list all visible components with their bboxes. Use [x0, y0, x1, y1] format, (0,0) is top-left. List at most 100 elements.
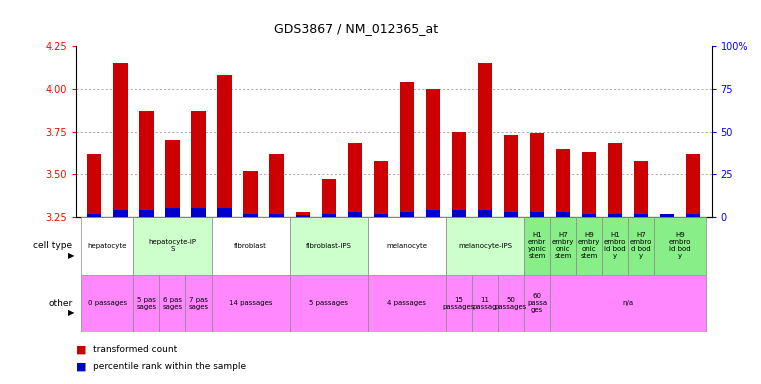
Bar: [186, 275, 212, 332]
Text: ▶: ▶: [68, 251, 75, 260]
Text: H7
embry
onic
stem: H7 embry onic stem: [552, 232, 575, 259]
Bar: [322, 214, 336, 217]
Bar: [472, 275, 498, 332]
Bar: [113, 63, 128, 217]
Bar: [582, 152, 597, 217]
Text: fibroblast-IPS: fibroblast-IPS: [306, 243, 352, 249]
Bar: [602, 217, 628, 275]
Text: 7 pas
sages: 7 pas sages: [189, 297, 209, 310]
Bar: [556, 149, 570, 217]
Text: GDS3867 / NM_012365_at: GDS3867 / NM_012365_at: [274, 22, 438, 35]
Text: n/a: n/a: [622, 300, 634, 306]
Bar: [504, 212, 518, 217]
Bar: [686, 154, 700, 217]
Text: hepatocyte: hepatocyte: [88, 243, 127, 249]
Text: ▶: ▶: [68, 308, 75, 318]
Bar: [452, 131, 466, 217]
Bar: [400, 82, 414, 217]
Bar: [368, 275, 446, 332]
Bar: [478, 63, 492, 217]
Bar: [244, 214, 258, 217]
Text: H1
embr
yonic
stem: H1 embr yonic stem: [527, 232, 546, 259]
Bar: [88, 154, 101, 217]
Bar: [295, 212, 310, 217]
Bar: [576, 217, 602, 275]
Text: 15
passages: 15 passages: [443, 297, 475, 310]
Bar: [530, 212, 544, 217]
Bar: [608, 214, 622, 217]
Bar: [550, 275, 706, 332]
Bar: [81, 275, 133, 332]
Text: melanocyte-IPS: melanocyte-IPS: [458, 243, 512, 249]
Text: 5 pas
sages: 5 pas sages: [136, 297, 157, 310]
Bar: [218, 75, 231, 217]
Text: 60
passa
ges: 60 passa ges: [527, 293, 547, 313]
Text: H1
embro
id bod
y: H1 embro id bod y: [604, 232, 626, 259]
Text: fibroblast: fibroblast: [234, 243, 267, 249]
Bar: [660, 214, 674, 217]
Text: 4 passages: 4 passages: [387, 300, 426, 306]
Text: ■: ■: [76, 362, 90, 372]
Bar: [139, 210, 154, 217]
Bar: [446, 275, 472, 332]
Bar: [498, 275, 524, 332]
Bar: [133, 217, 212, 275]
Bar: [556, 212, 570, 217]
Bar: [425, 89, 440, 217]
Bar: [550, 217, 576, 275]
Text: 5 passages: 5 passages: [309, 300, 349, 306]
Bar: [244, 171, 258, 217]
Text: 11
passag: 11 passag: [473, 297, 497, 310]
Bar: [218, 209, 231, 217]
Text: 14 passages: 14 passages: [229, 300, 272, 306]
Text: 50
passages: 50 passages: [495, 297, 527, 310]
Bar: [452, 210, 466, 217]
Bar: [191, 209, 205, 217]
Text: hepatocyte-iP
S: hepatocyte-iP S: [148, 239, 196, 252]
Bar: [212, 217, 290, 275]
Text: 0 passages: 0 passages: [88, 300, 127, 306]
Text: transformed count: transformed count: [93, 345, 177, 354]
Bar: [269, 154, 284, 217]
Bar: [582, 214, 597, 217]
Bar: [634, 214, 648, 217]
Bar: [634, 161, 648, 217]
Bar: [524, 275, 550, 332]
Bar: [290, 217, 368, 275]
Bar: [290, 275, 368, 332]
Bar: [81, 217, 133, 275]
Bar: [348, 144, 362, 217]
Text: ■: ■: [76, 344, 90, 354]
Bar: [524, 217, 550, 275]
Bar: [322, 179, 336, 217]
Bar: [368, 217, 446, 275]
Bar: [295, 215, 310, 217]
Bar: [165, 209, 180, 217]
Bar: [446, 217, 524, 275]
Text: H7
embro
d bod
y: H7 embro d bod y: [630, 232, 652, 259]
Bar: [348, 212, 362, 217]
Bar: [374, 161, 388, 217]
Bar: [269, 214, 284, 217]
Bar: [113, 210, 128, 217]
Bar: [608, 144, 622, 217]
Bar: [400, 212, 414, 217]
Bar: [191, 111, 205, 217]
Text: percentile rank within the sample: percentile rank within the sample: [93, 362, 246, 371]
Bar: [160, 275, 186, 332]
Text: H9
embry
onic
stem: H9 embry onic stem: [578, 232, 600, 259]
Bar: [504, 135, 518, 217]
Bar: [478, 210, 492, 217]
Bar: [654, 217, 706, 275]
Bar: [88, 214, 101, 217]
Text: 6 pas
sages: 6 pas sages: [162, 297, 183, 310]
Bar: [530, 133, 544, 217]
Bar: [212, 275, 290, 332]
Bar: [139, 111, 154, 217]
Bar: [425, 210, 440, 217]
Bar: [686, 214, 700, 217]
Bar: [133, 275, 160, 332]
Bar: [165, 140, 180, 217]
Text: melanocyte: melanocyte: [387, 243, 428, 249]
Text: other: other: [48, 299, 72, 308]
